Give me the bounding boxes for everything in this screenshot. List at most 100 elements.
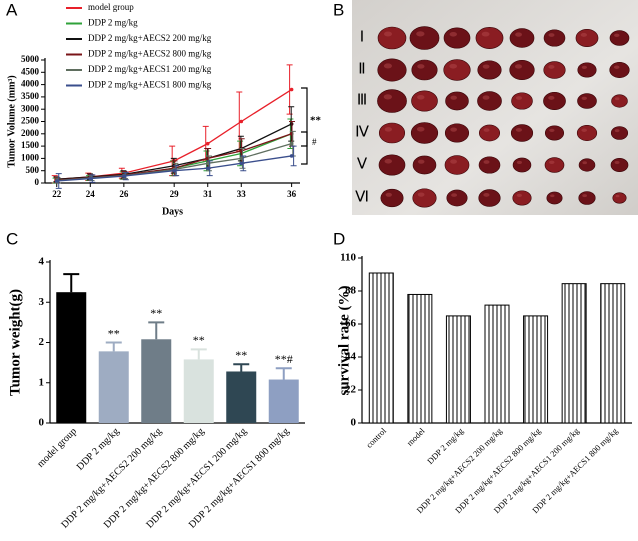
tumor: [509, 60, 535, 80]
tumor-highlight: [614, 97, 620, 101]
bar: [523, 315, 549, 424]
bar: [98, 351, 129, 423]
tumor-highlight: [449, 31, 457, 37]
y-tick-label: 0: [39, 417, 45, 429]
tumor: [543, 61, 566, 79]
row-label: Ⅵ: [355, 189, 369, 205]
tumor: [443, 27, 471, 49]
tumor: [611, 94, 628, 108]
tumor: [544, 125, 565, 141]
panel-label: A: [6, 0, 18, 19]
row-label: Ⅱ: [358, 61, 365, 77]
tumor: [475, 27, 504, 49]
tumor: [543, 29, 566, 47]
tumor-highlight: [384, 31, 392, 37]
tumor: [578, 191, 596, 205]
tumor: [577, 93, 597, 109]
tumor-highlight: [516, 160, 522, 165]
point: [122, 174, 126, 178]
tumor-highlight: [483, 192, 490, 197]
x-tick-label: 22: [52, 189, 62, 199]
tumor-highlight: [515, 32, 522, 37]
significance: **: [108, 326, 120, 340]
tumor: [444, 123, 470, 143]
tumor-highlight: [385, 192, 392, 197]
tumor-highlight: [548, 95, 555, 100]
tumor-highlight: [449, 63, 458, 69]
bar: [226, 371, 257, 423]
point: [205, 161, 210, 166]
y-tick-label: 2: [39, 336, 45, 348]
tumor-highlight: [515, 127, 522, 132]
bar: [484, 304, 510, 424]
y-tick-label: 66: [345, 318, 357, 330]
tumor-highlight: [483, 160, 490, 164]
tumor-highlight: [417, 64, 425, 69]
y-tick-label: 1: [39, 376, 45, 388]
y-tick-label: 44: [345, 351, 357, 363]
error-bar: [290, 145, 297, 167]
tumor: [546, 191, 563, 205]
bracket: [301, 87, 308, 147]
bar: [445, 315, 471, 424]
tumor: [377, 89, 407, 113]
tumor: [577, 62, 597, 78]
tumor-highlight: [481, 31, 490, 37]
x-tick-label: DDP 2 mg/kg: [425, 425, 466, 466]
annotation: #: [312, 137, 317, 147]
bar: [407, 293, 433, 424]
significance: **: [235, 348, 247, 362]
x-tick-label: 36: [287, 189, 297, 199]
tumor-highlight: [548, 64, 555, 69]
x-tick-label: 24: [86, 189, 96, 199]
tumor-highlight: [550, 194, 555, 198]
bar: [600, 283, 626, 424]
legend-label: DDP 2 mg/kg+AECS1 200 mg/kg: [88, 64, 212, 74]
tumor-highlight: [383, 94, 392, 100]
x-tick-label: DDP 2 mg/kg: [75, 426, 122, 473]
tumor: [411, 59, 438, 81]
tumor-highlight: [451, 193, 457, 197]
point: [239, 161, 244, 166]
error-bar: [233, 363, 250, 372]
y-axis-title: Tumor Volume (mm³): [6, 75, 17, 167]
y-tick-label: 3500: [21, 91, 40, 101]
point: [205, 166, 210, 171]
bracket: [301, 131, 308, 165]
error-bar: [173, 165, 180, 177]
tumor-highlight: [614, 33, 620, 37]
point: [88, 176, 93, 181]
y-tick-label: 4: [39, 256, 45, 268]
legend-label: DDP 2 mg/kg: [88, 18, 138, 28]
error-bar: [63, 273, 80, 293]
tumor-highlight: [417, 159, 425, 164]
point: [289, 87, 294, 92]
tumor-highlight: [613, 65, 620, 69]
y-tick-label: 4000: [21, 79, 40, 89]
y-tick-label: 22: [345, 384, 357, 396]
tumor: [512, 157, 532, 173]
point: [172, 168, 176, 173]
x-tick-label: control: [364, 425, 389, 450]
point: [289, 154, 294, 158]
x-tick-label: 26: [119, 189, 129, 199]
point: [205, 141, 210, 146]
tumor: [411, 90, 438, 112]
tumor: [446, 189, 468, 207]
tumor: [443, 59, 471, 81]
error-bar: [105, 341, 122, 352]
tumor-highlight: [482, 64, 490, 69]
y-axis-title: Tumor weight(g): [7, 289, 23, 396]
y-tick-label: 0: [35, 177, 40, 187]
bar: [183, 359, 214, 423]
tumor: [410, 122, 439, 144]
row-label: Ⅰ: [360, 29, 364, 45]
tumor-highlight: [615, 194, 620, 198]
tumor-highlight: [549, 128, 555, 133]
bar: [56, 292, 87, 423]
tumor: [412, 155, 437, 175]
tumor: [512, 190, 532, 206]
point: [239, 119, 244, 124]
tumor: [612, 192, 627, 204]
